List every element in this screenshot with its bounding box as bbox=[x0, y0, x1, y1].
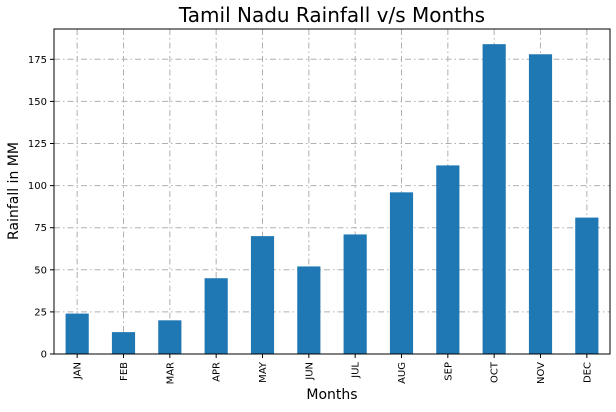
y-tick-label: 25 bbox=[34, 307, 47, 318]
chart-title: Tamil Nadu Rainfall v/s Months bbox=[178, 3, 485, 27]
y-axis: 0 25 50 75 100 125 150 175 bbox=[28, 55, 54, 361]
y-tick-label: 50 bbox=[34, 265, 47, 276]
bar-mar bbox=[158, 320, 182, 354]
x-tick-label: OCT bbox=[490, 361, 501, 383]
plot-frame bbox=[53, 28, 611, 355]
y-tick-label: 150 bbox=[28, 97, 47, 108]
y-tick-label: 75 bbox=[34, 223, 47, 234]
bar-nov bbox=[528, 54, 553, 355]
x-tick-label: DEC bbox=[582, 362, 593, 383]
x-tick-label: AUG bbox=[397, 362, 408, 384]
bar-jan bbox=[65, 313, 89, 354]
bar-jul bbox=[343, 234, 367, 354]
x-tick-label: SEP bbox=[443, 362, 454, 381]
x-axis-label: Months bbox=[306, 387, 357, 403]
y-tick-label: 125 bbox=[28, 139, 47, 150]
bar-jun bbox=[297, 266, 321, 354]
x-tick-label: JAN bbox=[73, 362, 84, 380]
x-axis: JAN FEB MAR APR MAY JUN JUL AUG SEP OCT NOV DEC bbox=[73, 354, 593, 384]
y-tick-label: 0 bbox=[41, 350, 47, 361]
grid-lines bbox=[54, 29, 610, 354]
bar-aug bbox=[389, 192, 414, 354]
x-tick-label: JUL bbox=[351, 362, 362, 379]
x-tick-label: NOV bbox=[536, 362, 547, 384]
bar-sep bbox=[436, 165, 460, 354]
x-tick-label: MAY bbox=[258, 361, 269, 383]
bar-oct bbox=[482, 44, 506, 354]
x-tick-label: JUN bbox=[304, 362, 315, 381]
bar-feb bbox=[111, 332, 136, 354]
y-tick-label: 175 bbox=[28, 55, 47, 66]
x-tick-label: APR bbox=[212, 362, 223, 382]
bar-may bbox=[250, 236, 275, 354]
bars bbox=[65, 44, 599, 355]
y-tick-label: 100 bbox=[28, 181, 47, 192]
x-tick-label: FEB bbox=[119, 362, 130, 381]
x-tick-label: MAR bbox=[165, 362, 176, 384]
bar-dec bbox=[575, 217, 599, 354]
bar-apr bbox=[204, 278, 228, 354]
y-axis-label: Rainfall in MM bbox=[6, 142, 22, 240]
